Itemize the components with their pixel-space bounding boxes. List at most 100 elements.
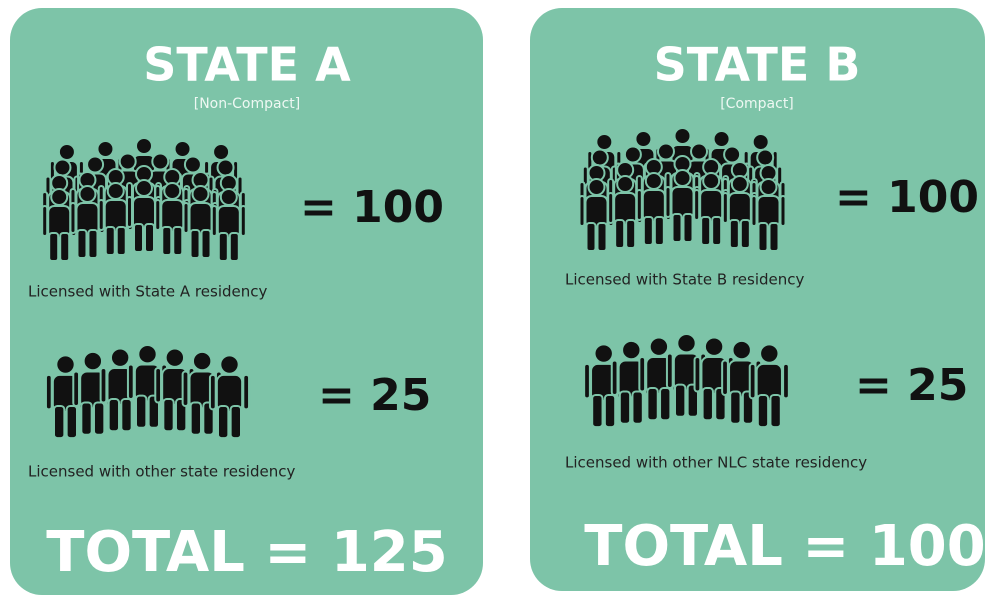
arm — [97, 199, 105, 231]
leg — [728, 219, 740, 249]
head — [703, 336, 725, 357]
head — [137, 344, 158, 365]
head — [163, 182, 182, 200]
head — [593, 343, 614, 364]
leg — [671, 213, 683, 243]
head — [730, 175, 749, 193]
arm — [750, 195, 758, 227]
head — [702, 172, 721, 190]
arm — [126, 363, 135, 401]
arm — [610, 359, 619, 396]
leg — [646, 387, 659, 422]
leg — [174, 398, 188, 433]
head — [86, 155, 105, 174]
head — [595, 133, 614, 151]
panel-subtitle: [Compact] — [720, 96, 794, 112]
head — [623, 145, 642, 164]
leg — [144, 223, 155, 253]
head — [723, 145, 742, 164]
crowd-icon — [583, 333, 790, 429]
leg — [48, 232, 60, 262]
head — [212, 143, 231, 161]
leg — [120, 398, 133, 433]
head — [96, 140, 115, 158]
head — [621, 339, 642, 361]
panel-title: STATE A — [143, 38, 351, 92]
head — [118, 152, 137, 171]
arm — [154, 367, 163, 404]
head — [219, 354, 240, 375]
leg — [202, 401, 215, 436]
torso — [215, 373, 244, 413]
arm — [72, 370, 81, 407]
arm — [583, 362, 591, 400]
arm — [665, 352, 674, 390]
arm — [748, 362, 757, 400]
leg — [756, 393, 770, 429]
crowd-icon — [41, 137, 247, 262]
leg — [189, 229, 201, 259]
head — [616, 175, 635, 193]
arm — [69, 202, 77, 234]
head — [57, 143, 76, 161]
leg — [59, 232, 71, 262]
leg — [76, 229, 88, 259]
arm — [607, 192, 615, 224]
arm — [638, 356, 647, 393]
arm — [41, 205, 49, 237]
leg — [618, 390, 632, 425]
head — [712, 130, 731, 148]
leg — [625, 219, 637, 249]
leg — [92, 401, 106, 436]
equation: = 25 — [855, 360, 968, 411]
equation: = 25 — [318, 370, 431, 421]
head — [50, 188, 69, 206]
arm — [210, 205, 218, 237]
person-icon — [578, 178, 615, 252]
head — [53, 158, 72, 177]
head — [82, 350, 104, 372]
head — [759, 343, 780, 364]
leg — [714, 387, 727, 422]
head — [590, 148, 609, 167]
head — [759, 178, 778, 196]
arm — [126, 196, 133, 228]
head — [676, 333, 697, 354]
head — [648, 336, 670, 357]
person-icon — [665, 333, 708, 418]
leg — [596, 222, 608, 252]
arm — [693, 189, 701, 221]
leg — [686, 383, 700, 418]
head — [78, 185, 97, 203]
head — [151, 152, 170, 171]
leg — [653, 216, 665, 246]
person-icon — [750, 178, 787, 252]
arm — [721, 192, 729, 224]
leg — [161, 226, 173, 256]
leg — [107, 398, 121, 433]
person-icon — [607, 175, 644, 249]
crowd-icon — [578, 127, 787, 252]
leg — [659, 387, 672, 422]
leg — [674, 383, 687, 418]
leg — [739, 219, 751, 249]
equation: = 100 — [300, 182, 444, 233]
arm — [664, 186, 672, 218]
head — [219, 188, 238, 206]
arm — [782, 362, 790, 400]
head — [751, 133, 770, 151]
equation: = 100 — [835, 172, 979, 223]
arm — [239, 205, 247, 237]
arm — [182, 202, 190, 234]
leg — [729, 390, 742, 425]
head — [164, 347, 186, 368]
leg — [115, 226, 127, 256]
head — [55, 354, 76, 375]
leg — [741, 390, 755, 425]
leg — [591, 393, 604, 429]
head — [216, 158, 235, 177]
leg — [700, 216, 712, 246]
leg — [631, 390, 644, 425]
leg — [217, 404, 230, 440]
leg — [189, 401, 203, 436]
